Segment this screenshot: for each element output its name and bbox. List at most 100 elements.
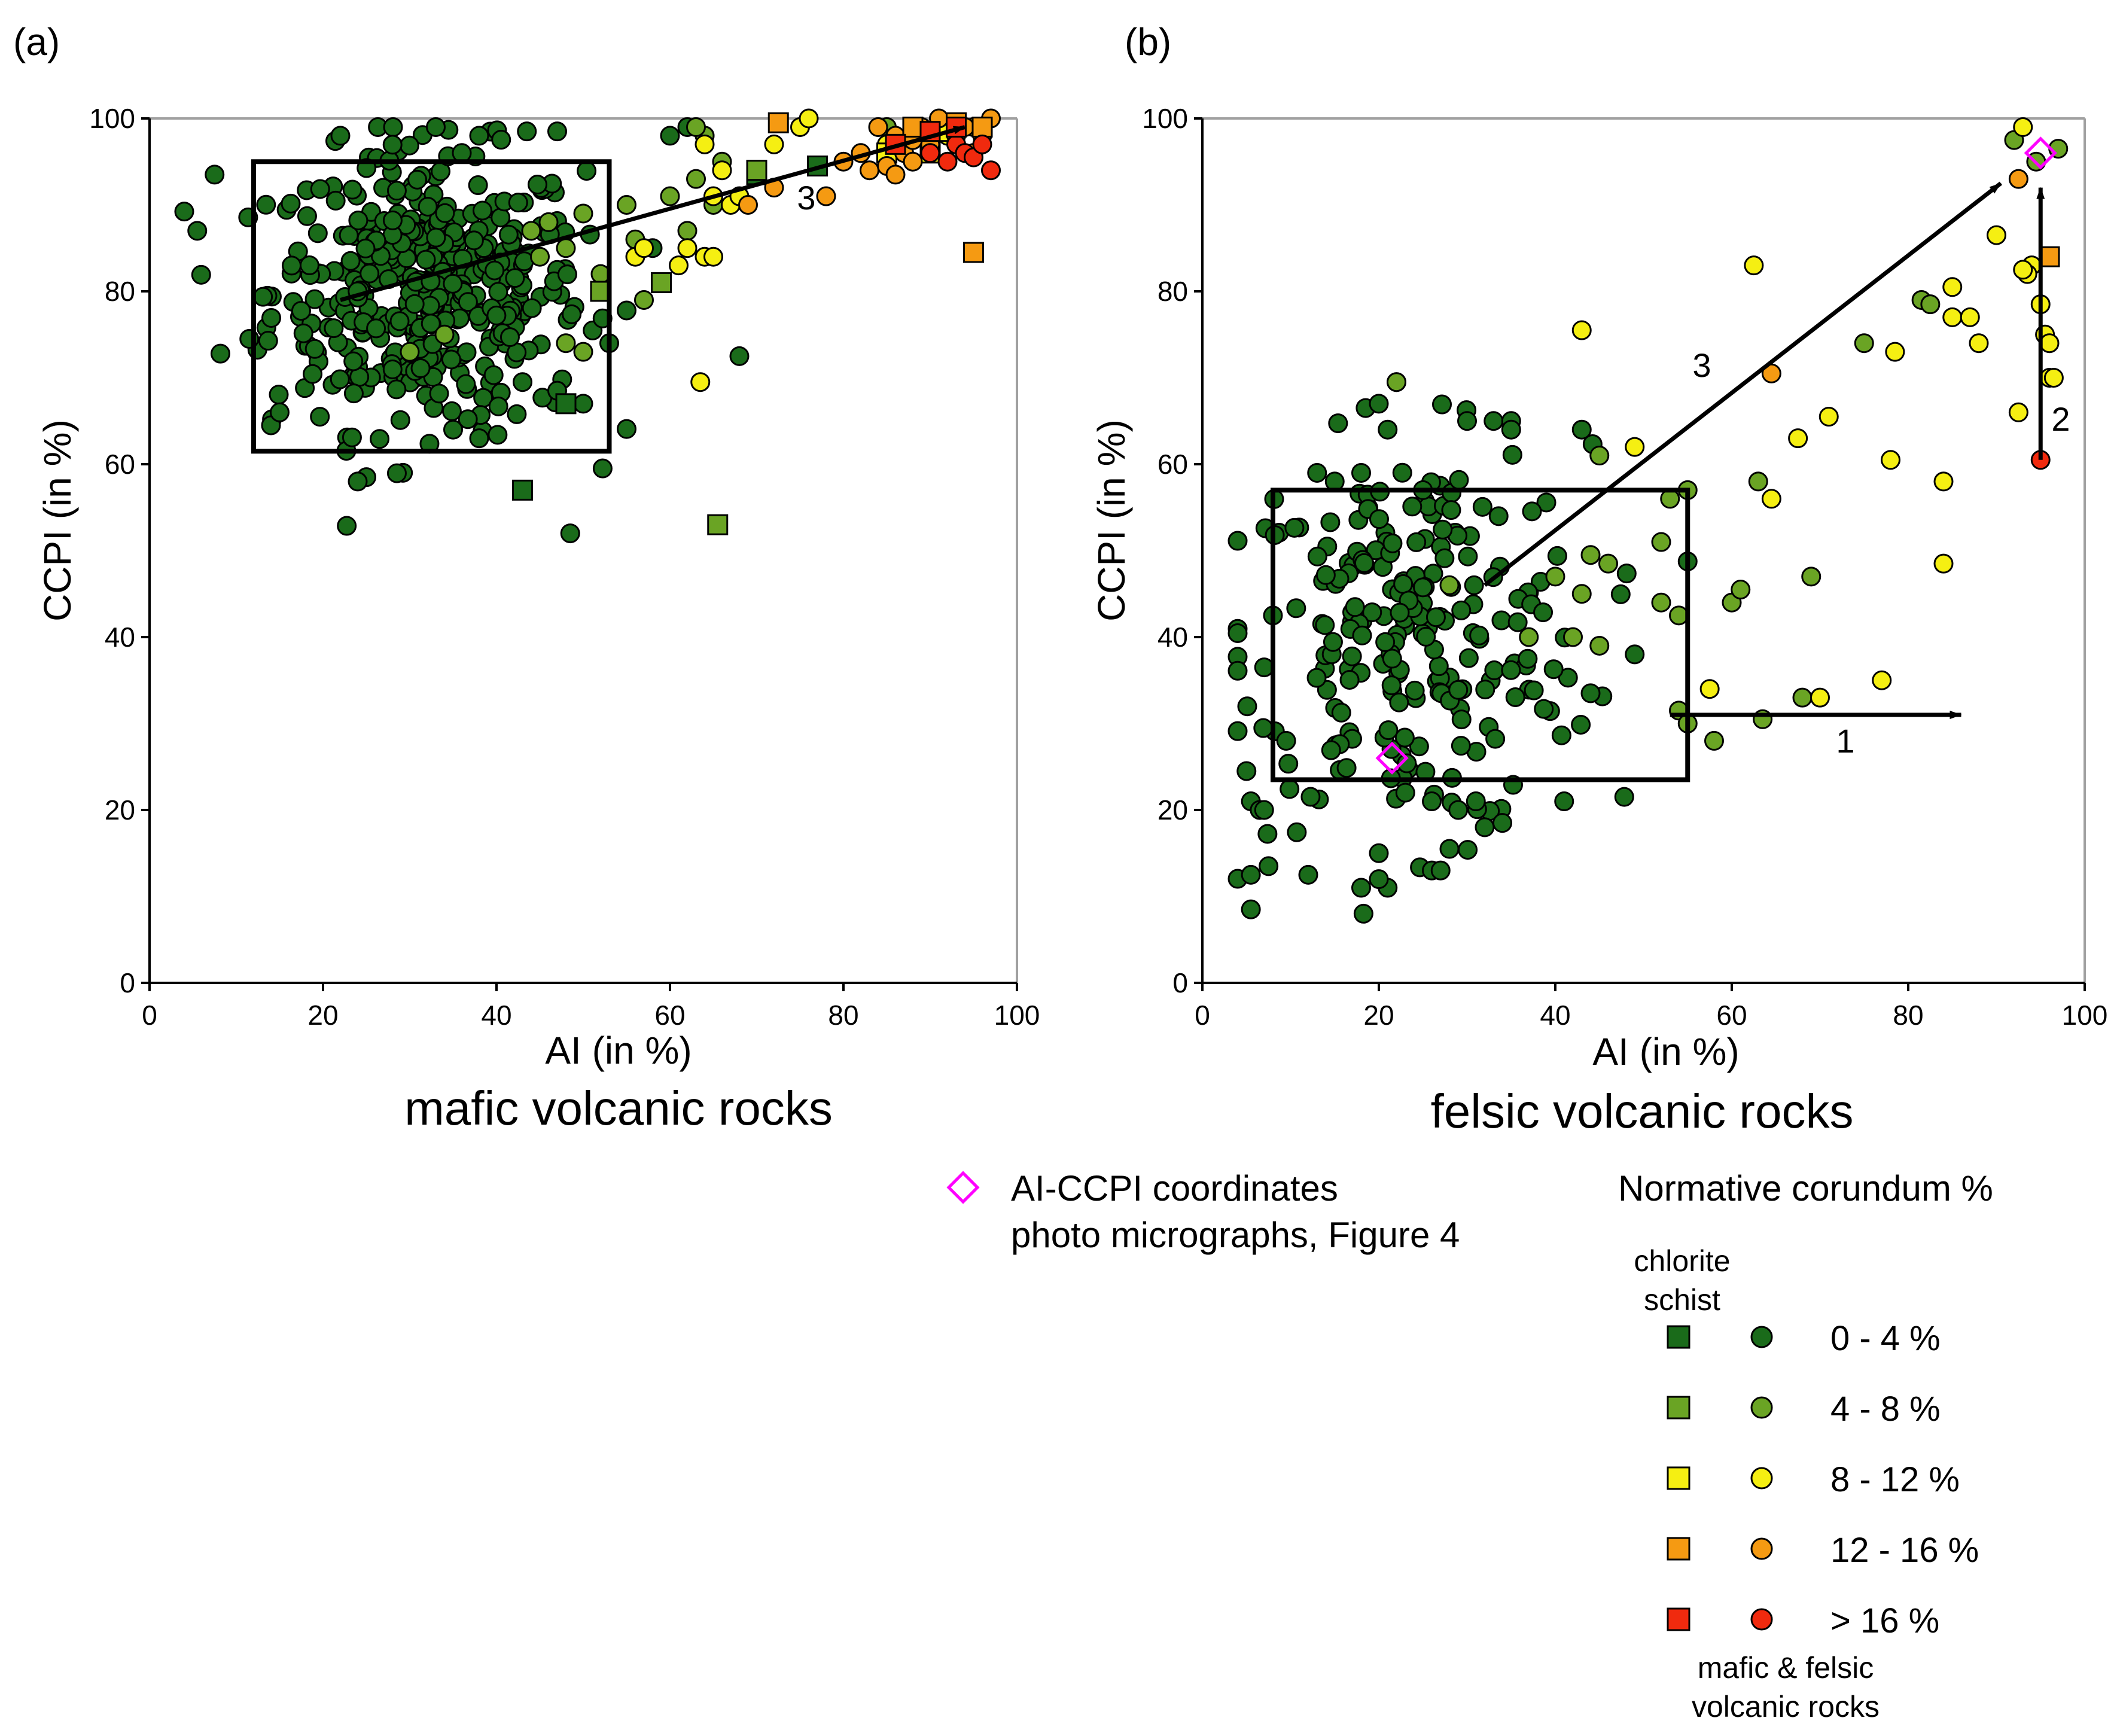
data-point-circle-0-4 xyxy=(1351,462,1371,483)
data-point-circle-0-4 xyxy=(1554,791,1574,812)
data-points-layer xyxy=(174,108,1001,544)
y-tick-label: 40 xyxy=(1158,622,1188,653)
data-point-circle-0-4 xyxy=(324,318,344,339)
data-point-circle-8-12 xyxy=(1810,687,1830,708)
data-point-circle-0-4 xyxy=(1323,632,1343,652)
data-point-circle-0-4 xyxy=(1254,800,1274,820)
data-point-circle-0-4 xyxy=(1254,657,1274,678)
data-point-circle-0-4 xyxy=(1352,625,1372,645)
data-point-circle-0-4 xyxy=(1381,675,1402,696)
legend-diamond-marker xyxy=(946,1171,980,1204)
data-point-circle-4-8 xyxy=(1519,627,1539,647)
data-point-circle-0-4 xyxy=(1300,787,1321,807)
data-point-circle-0-4 xyxy=(464,230,484,251)
data-point-circle-0-4 xyxy=(1227,623,1248,644)
data-point-circle-4-8 xyxy=(677,221,697,241)
data-point-circle-0-4 xyxy=(1315,565,1336,585)
data-point-circle-4-8 xyxy=(1748,471,1768,492)
data-point-circle-8-12 xyxy=(1933,553,1954,574)
y-tick-label: 80 xyxy=(105,276,135,307)
data-point-circle-12-16 xyxy=(868,117,888,137)
data-point-circle-0-4 xyxy=(469,126,489,146)
data-point-circle-0-4 xyxy=(469,428,489,449)
data-point-circle-0-4 xyxy=(1434,548,1455,568)
data-point-circle-0-4 xyxy=(366,318,386,339)
data-point-circle-8-12 xyxy=(1881,450,1900,470)
data-point-circle-4-8 xyxy=(1792,687,1813,708)
data-point-circle-0-4 xyxy=(205,165,225,185)
x-tick-label: 20 xyxy=(307,1000,338,1031)
data-point-circle-0-4 xyxy=(562,304,582,324)
y-tick-label: 40 xyxy=(105,622,135,653)
y-tick-label: 0 xyxy=(1172,967,1188,998)
data-point-circle-0-4 xyxy=(1369,869,1389,890)
data-point-circle-4-8 xyxy=(1651,592,1671,613)
data-point-circle-16 xyxy=(937,151,958,172)
data-point-circle-4-8 xyxy=(1589,446,1610,466)
data-point-circle-0-4 xyxy=(1237,696,1257,717)
data-point-circle-0-4 xyxy=(330,126,351,146)
data-point-circle-0-4 xyxy=(304,289,325,309)
data-point-square-12-16 xyxy=(2039,246,2060,267)
trend-arrow-label-3: 3 xyxy=(1692,346,1711,384)
data-point-circle-0-4 xyxy=(1257,824,1278,844)
legend-foot-line1: mafic & felsic xyxy=(1698,1651,1874,1685)
data-point-circle-0-4 xyxy=(256,194,276,215)
data-point-circle-0-4 xyxy=(1533,602,1554,623)
data-point-circle-0-4 xyxy=(1458,648,1479,668)
data-point-circle-8-12 xyxy=(1744,255,1764,276)
data-point-circle-0-4 xyxy=(281,193,301,214)
legend-circle-4-8 xyxy=(1750,1396,1773,1419)
data-point-circle-0-4 xyxy=(1286,598,1306,619)
data-point-circle-0-4 xyxy=(303,364,323,384)
data-point-circle-0-4 xyxy=(617,419,636,439)
data-point-circle-8-12 xyxy=(1819,407,1839,427)
data-point-circle-0-4 xyxy=(1505,687,1525,707)
data-point-circle-0-4 xyxy=(1458,840,1478,860)
data-point-circle-4-8 xyxy=(1571,584,1592,604)
data-point-square-4-8 xyxy=(746,160,767,181)
data-point-circle-0-4 xyxy=(592,458,613,479)
data-point-square-12-16 xyxy=(963,242,984,263)
data-point-circle-0-4 xyxy=(282,255,302,276)
data-point-circle-0-4 xyxy=(1543,659,1564,680)
legend: AI-CCPI coordinates photo micrographs, F… xyxy=(946,1168,1993,1723)
panel-b-plot-area: 0 20 40 60 80 100 0 20 40 60 80 100 1 2 3 xyxy=(1142,103,2107,1031)
data-point-circle-0-4 xyxy=(1253,718,1274,738)
data-point-circle-16 xyxy=(981,160,1001,181)
data-point-square-4-8 xyxy=(707,514,729,535)
trend-arrow-3 xyxy=(340,125,965,302)
data-point-circle-0-4 xyxy=(1432,394,1452,415)
data-point-circle-8-12 xyxy=(1942,277,1963,297)
data-point-circle-0-4 xyxy=(1501,419,1521,440)
panel-a-xlabel: AI (in %) xyxy=(545,1029,692,1072)
data-point-circle-8-12 xyxy=(2008,402,2028,422)
data-point-circle-4-8 xyxy=(1545,567,1565,587)
data-point-circle-0-4 xyxy=(383,117,403,137)
data-point-circle-0-4 xyxy=(522,298,542,318)
data-point-circle-0-4 xyxy=(547,121,567,142)
data-point-circle-0-4 xyxy=(1353,903,1373,924)
data-point-circle-12-16 xyxy=(885,165,906,185)
data-point-circle-0-4 xyxy=(1451,600,1472,620)
data-point-circle-0-4 xyxy=(1536,492,1556,513)
data-point-circle-0-4 xyxy=(1278,754,1299,774)
data-point-circle-0-4 xyxy=(325,190,346,211)
panel-b-label: (b) xyxy=(1125,20,1171,63)
data-point-circle-0-4 xyxy=(1284,517,1305,538)
data-point-circle-8-12 xyxy=(1571,320,1592,340)
data-point-circle-0-4 xyxy=(337,516,357,536)
data-point-circle-0-4 xyxy=(1406,532,1427,552)
data-point-circle-0-4 xyxy=(1492,813,1512,833)
panel-a-title: mafic volcanic rocks xyxy=(404,1082,833,1135)
data-point-circle-4-8 xyxy=(1387,372,1406,392)
legend-circle-16 xyxy=(1750,1608,1773,1631)
data-point-circle-0-4 xyxy=(458,409,478,430)
data-point-circle-8-12 xyxy=(1761,489,1781,509)
data-point-circle-0-4 xyxy=(1430,860,1451,881)
data-point-circle-0-4 xyxy=(1413,577,1433,598)
data-point-circle-4-8 xyxy=(538,212,559,232)
data-point-circle-0-4 xyxy=(729,346,750,366)
